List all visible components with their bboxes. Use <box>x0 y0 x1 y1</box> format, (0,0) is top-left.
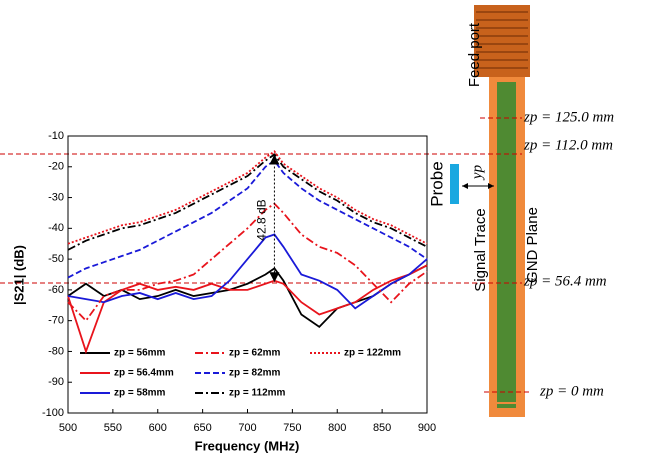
y-axis-label: |S21| (dB) <box>11 245 26 305</box>
x-tick-label: 800 <box>328 422 346 434</box>
ref-lines <box>0 117 530 393</box>
y-tick-label: -50 <box>48 253 64 265</box>
x-tick-label: 650 <box>193 422 211 434</box>
x-tick-label: 900 <box>418 422 436 434</box>
feed-port-stripes <box>476 11 528 69</box>
y-tick-label: -70 <box>48 315 64 327</box>
signal-trace-label: Signal Trace <box>472 208 489 291</box>
z56-label: zp = 56.4 mm <box>523 273 607 289</box>
x-tick-label: 550 <box>104 422 122 434</box>
y-tick-label: -40 <box>48 222 64 234</box>
gnd-strip <box>497 404 516 408</box>
annotation: 42.8 dB <box>255 199 269 240</box>
y-tick-label: -100 <box>42 407 64 419</box>
gnd-plane <box>497 82 516 402</box>
x-tick-label: 500 <box>59 422 77 434</box>
series-line <box>67 264 428 355</box>
probe <box>450 164 459 204</box>
gnd-plane-label: GND Plane <box>524 207 541 283</box>
z112-label: zp = 112.0 mm <box>523 137 613 153</box>
series-line <box>67 233 428 310</box>
legend-label: zp = 58mm <box>114 388 166 399</box>
z125-label: zp = 125.0 mm <box>523 109 614 125</box>
y-tick-label: -20 <box>48 161 64 173</box>
legend-label: zp = 56mm <box>114 348 166 359</box>
y-tick-label: -80 <box>48 345 64 357</box>
legend-label: zp = 82mm <box>229 368 281 379</box>
y-tick-label: -10 <box>48 130 64 142</box>
legend-label: zp = 62mm <box>229 348 281 359</box>
feed-port-block <box>474 5 530 77</box>
x-axis-label: Frequency (MHz) <box>195 438 300 453</box>
legend-label: zp = 56.4mm <box>114 368 174 379</box>
x-tick-label: 850 <box>373 422 391 434</box>
z0-label: zp = 0 mm <box>539 383 604 399</box>
series-line <box>67 150 428 245</box>
yp-label: yp <box>469 164 485 181</box>
antenna-diagram: Feed port Probe yp Signal Trace GND Plan… <box>0 5 614 417</box>
series-line <box>67 202 428 323</box>
x-tick-label: 750 <box>283 422 301 434</box>
x-tick-label: 700 <box>238 422 256 434</box>
y-tick-label: -90 <box>48 376 64 388</box>
series-line <box>67 159 428 279</box>
legend-label: zp = 122mm <box>344 348 401 359</box>
y-tick-label: -30 <box>48 191 64 203</box>
probe-label: Probe <box>427 161 446 206</box>
y-tick-label: -60 <box>48 284 64 296</box>
legend-label: zp = 112mm <box>229 388 286 399</box>
x-tick-label: 600 <box>149 422 167 434</box>
feed-port-label: Feed port <box>466 22 483 87</box>
series-line <box>67 153 428 251</box>
